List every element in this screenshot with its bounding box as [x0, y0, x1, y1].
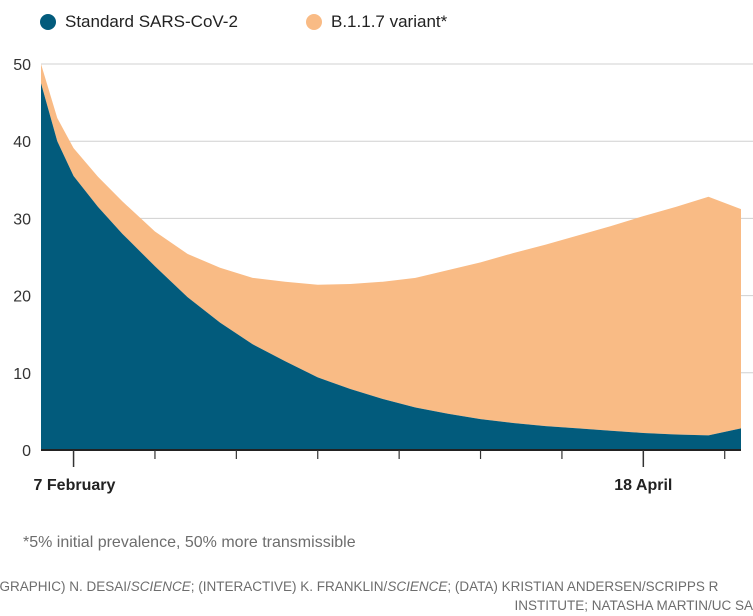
credit-line-1: (GRAPHIC) N. DESAI/SCIENCE; (INTERACTIVE… — [0, 577, 753, 596]
credit-segment-3: SCIENCE — [387, 579, 448, 594]
area-standard — [41, 83, 741, 451]
x-tick-label-1: 18 April — [614, 477, 672, 494]
source-credit: (GRAPHIC) N. DESAI/SCIENCE; (INTERACTIVE… — [0, 577, 753, 615]
y-tick-label-50: 50 — [13, 57, 31, 74]
y-tick-label-0: 0 — [22, 443, 31, 460]
stacked-area-chart: 0 10 20 30 40 50 7 February 18 April — [13, 57, 753, 494]
y-tick-label-10: 10 — [13, 366, 31, 383]
credit-segment-2: ; (INTERACTIVE) K. FRANKLIN/ — [190, 579, 388, 594]
credit-segment-1: SCIENCE — [130, 579, 191, 594]
chart-legend: Standard SARS-CoV-2 B.1.1.7 variant* — [0, 0, 753, 52]
y-tick-label-40: 40 — [13, 134, 31, 151]
credit-segment-0: (GRAPHIC) N. DESAI/ — [0, 579, 131, 594]
y-tick-label-30: 30 — [13, 211, 31, 228]
credit-line-2: INSTITUTE; NATASHA MARTIN/UC SA — [514, 598, 753, 613]
y-tick-label-20: 20 — [13, 289, 31, 306]
legend-swatch-standard — [40, 14, 56, 30]
chart-footnote: *5% initial prevalence, 50% more transmi… — [23, 534, 356, 551]
legend-item-standard: Standard SARS-CoV-2 — [40, 12, 238, 32]
x-tick-label-0: 7 February — [34, 477, 116, 494]
credit-segment-4: ; (DATA) KRISTIAN ANDERSEN/SCRIPPS R — [447, 579, 719, 594]
legend-label-standard: Standard SARS-CoV-2 — [65, 12, 238, 31]
legend-label-variant: B.1.1.7 variant* — [331, 12, 448, 31]
area-variant — [41, 64, 741, 436]
legend-item-variant: B.1.1.7 variant* — [306, 12, 447, 32]
legend-swatch-variant — [306, 14, 322, 30]
